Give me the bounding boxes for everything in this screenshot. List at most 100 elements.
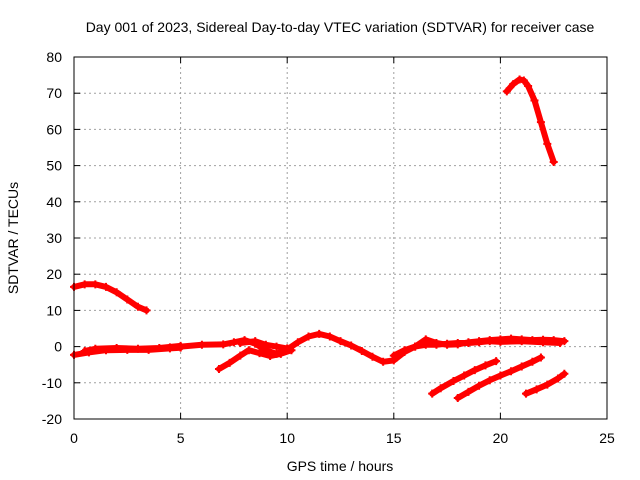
data-point — [464, 338, 473, 347]
data-point — [155, 344, 164, 353]
data-point — [556, 338, 565, 347]
x-tick-label: 0 — [70, 430, 78, 446]
data-point — [272, 342, 281, 351]
y-tick-label: 10 — [46, 302, 62, 318]
y-tick-label: 80 — [46, 49, 62, 65]
data-point — [536, 353, 545, 362]
data-point — [449, 376, 458, 385]
data-point — [530, 96, 539, 105]
data-point — [443, 339, 452, 348]
data-point — [197, 340, 206, 349]
series-arc-7 — [390, 338, 564, 359]
axis-ticks: 0 5 10 15 20 25 -20 -10 0 10 20 30 40 50 60 70 80 — [42, 49, 615, 446]
data-point — [133, 344, 142, 353]
data-point — [112, 344, 121, 353]
data-point — [255, 349, 264, 358]
data-point — [543, 139, 552, 148]
data-point — [315, 329, 324, 338]
data-point — [521, 389, 530, 398]
data-point — [101, 282, 110, 291]
data-point — [464, 387, 473, 396]
x-tick-label: 10 — [279, 430, 295, 446]
data-point — [528, 357, 537, 366]
data-point — [453, 338, 462, 347]
data-point — [453, 394, 462, 403]
data-point — [123, 295, 132, 304]
x-axis-label: GPS time / hours — [287, 458, 394, 474]
data-point — [347, 341, 356, 350]
data-point — [357, 346, 366, 355]
y-tick-label: 60 — [46, 121, 62, 137]
series-arc-11 — [503, 76, 557, 165]
data-point — [553, 374, 562, 383]
data-point — [91, 344, 100, 353]
series-arc-4 — [166, 330, 568, 365]
data-point — [251, 337, 260, 346]
x-tick-label: 20 — [493, 430, 509, 446]
data-point — [91, 280, 100, 289]
data-point — [475, 338, 484, 347]
data-point — [496, 371, 505, 380]
data-point — [336, 337, 345, 346]
y-tick-label: 70 — [46, 85, 62, 101]
x-tick-label: 25 — [599, 430, 615, 446]
data-point — [165, 343, 174, 352]
data-point — [304, 332, 313, 341]
data-point — [236, 351, 245, 360]
data-point — [481, 361, 490, 370]
data-series — [70, 75, 569, 403]
data-point — [379, 357, 388, 366]
chart-title: Day 001 of 2023, Sidereal Day-to-day VTE… — [86, 19, 595, 35]
data-point — [485, 376, 494, 385]
data-point — [543, 380, 552, 389]
data-point — [236, 338, 245, 347]
data-point — [389, 351, 398, 360]
data-point — [460, 371, 469, 380]
data-point — [470, 366, 479, 375]
data-point — [517, 337, 526, 346]
data-point — [536, 118, 545, 127]
data-point — [428, 389, 437, 398]
data-point — [532, 385, 541, 394]
data-point — [176, 342, 185, 351]
data-point — [368, 352, 377, 361]
data-point — [475, 381, 484, 390]
x-tick-label: 15 — [386, 430, 402, 446]
data-point — [496, 337, 505, 346]
y-tick-label: 50 — [46, 158, 62, 174]
y-tick-label: 40 — [46, 194, 62, 210]
grid — [74, 57, 607, 419]
data-point — [325, 332, 334, 341]
data-point — [133, 302, 142, 311]
data-point — [519, 76, 528, 85]
data-point — [492, 357, 501, 366]
data-point — [549, 157, 558, 166]
data-point — [142, 306, 151, 315]
y-tick-label: 20 — [46, 266, 62, 282]
data-point — [509, 80, 518, 89]
data-point — [261, 340, 270, 349]
data-point — [539, 338, 548, 347]
y-tick-label: 30 — [46, 230, 62, 246]
y-tick-label: -10 — [42, 375, 62, 391]
data-point — [80, 346, 89, 355]
data-point — [502, 87, 511, 96]
y-tick-label: -20 — [42, 411, 62, 427]
data-point — [80, 280, 89, 289]
y-tick-label: 0 — [54, 339, 62, 355]
data-point — [517, 362, 526, 371]
data-point — [436, 384, 445, 393]
data-point — [225, 358, 234, 367]
data-point — [400, 346, 409, 355]
data-point — [421, 340, 430, 349]
data-point — [515, 75, 524, 84]
data-point — [432, 340, 441, 349]
data-point — [560, 369, 569, 378]
data-point — [485, 337, 494, 346]
data-point — [266, 352, 275, 361]
data-point — [244, 346, 253, 355]
data-point — [283, 344, 292, 353]
data-point — [507, 367, 516, 376]
y-axis-label: SDTVAR / TECUs — [5, 182, 21, 294]
